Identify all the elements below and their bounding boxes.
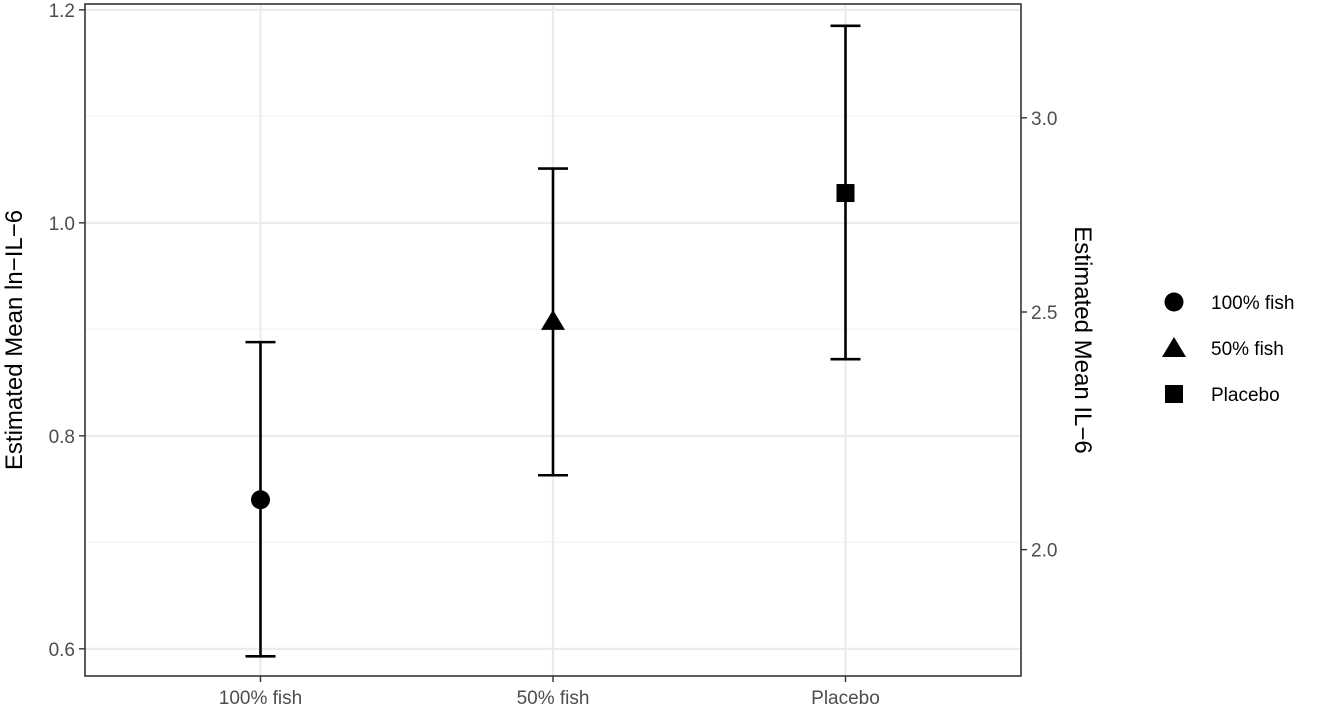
x-axis-tick-label: 100% fish — [219, 688, 302, 709]
legend: 100% fish 50% fish Placebo — [1162, 292, 1294, 406]
y-axis-right: 2.0 2.5 3.0 — [1021, 109, 1057, 562]
x-axis-tick-label: Placebo — [811, 688, 880, 709]
legend-key-triangle — [1162, 337, 1186, 357]
y-axis-left: 0.6 0.8 1.0 1.2 — [49, 1, 85, 661]
legend-label: Placebo — [1211, 385, 1280, 406]
legend-key-circle — [1164, 292, 1184, 312]
y-axis-tick-label: 0.8 — [49, 427, 75, 448]
y2-axis-tick-label: 2.0 — [1031, 541, 1057, 562]
data-points — [251, 184, 855, 510]
y-axis-tick-label: 1.0 — [49, 214, 75, 235]
legend-label: 100% fish — [1211, 293, 1294, 314]
data-point-circle — [251, 490, 270, 510]
y2-axis-tick-label: 3.0 — [1031, 109, 1057, 130]
y2-axis-title: Estimated Mean IL−6 — [1069, 226, 1096, 453]
y-axis-tick-label: 0.6 — [49, 640, 75, 661]
legend-label: 50% fish — [1211, 339, 1284, 360]
data-point-square — [836, 184, 855, 203]
y-axis-title: Estimated Mean ln−IL−6 — [1, 210, 28, 470]
x-axis-tick-label: 50% fish — [517, 688, 590, 709]
data-point-triangle — [541, 309, 565, 330]
x-axis: 100% fish 50% fish Placebo — [219, 676, 880, 709]
legend-key-square — [1165, 385, 1183, 403]
y2-axis-tick-label: 2.5 — [1031, 303, 1057, 324]
y-axis-tick-label: 1.2 — [49, 1, 75, 22]
